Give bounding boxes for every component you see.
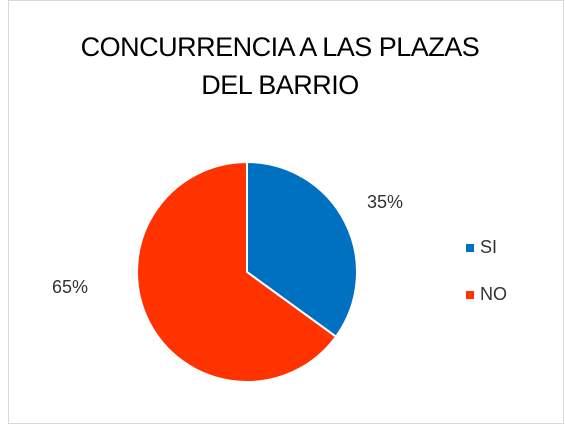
legend-swatch (466, 291, 474, 299)
pie-slice (136, 160, 338, 383)
legend-label: NO (480, 284, 507, 304)
chart-title: CONCURRENCIA A LAS PLAZAS DEL BARRIO (80, 32, 480, 100)
legend-label: SI (480, 237, 497, 257)
legend-swatch (466, 244, 474, 252)
data-label: 35% (367, 192, 403, 212)
pie-slice (246, 160, 358, 339)
chart-border (8, 0, 564, 424)
data-label: 65% (52, 277, 88, 297)
